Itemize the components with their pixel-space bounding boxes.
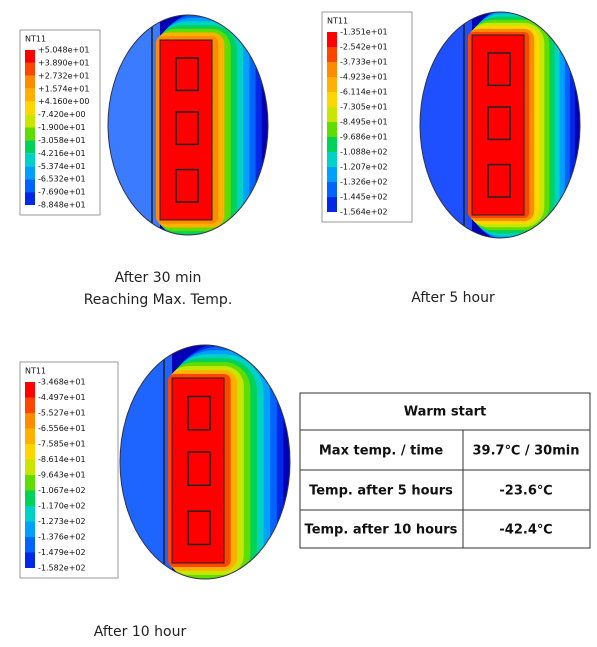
- legend-title: NT11: [327, 17, 348, 26]
- legend-label: -9.643e+01: [38, 471, 86, 480]
- legend-swatch: [25, 382, 35, 398]
- table-cell: Temp. after 10 hours: [305, 523, 458, 538]
- legend-label: +3.890e+01: [38, 58, 89, 67]
- legend-swatch: [25, 444, 35, 460]
- legend-label: -1.170e+02: [38, 502, 86, 511]
- legend-swatch: [25, 115, 35, 128]
- legend-label: -1.273e+02: [38, 517, 86, 526]
- legend-swatch: [25, 413, 35, 429]
- legend-label: +4.160e+00: [38, 97, 89, 106]
- legend-title: NT11: [25, 367, 46, 376]
- legend-swatch: [25, 553, 35, 569]
- legend-label: -8.848e+01: [38, 201, 86, 210]
- legend-swatch: [327, 197, 337, 212]
- legend-swatch: [25, 128, 35, 141]
- legend-label: +5.048e+01: [38, 46, 89, 55]
- legend-label: -3.733e+01: [340, 58, 388, 67]
- table-cell: 39.7℃ / 30min: [473, 444, 580, 459]
- legend-swatch: [25, 491, 35, 507]
- legend-swatch: [327, 77, 337, 92]
- legend-swatch: [25, 398, 35, 414]
- legend-swatch: [25, 475, 35, 491]
- legend-label: -1.582e+02: [38, 564, 86, 573]
- legend-swatch: [25, 63, 35, 76]
- legend-label: -5.527e+01: [38, 409, 86, 418]
- legend-swatch: [25, 460, 35, 476]
- legend-label: -1.376e+02: [38, 533, 86, 542]
- legend-swatch: [327, 182, 337, 197]
- legend-swatch: [25, 76, 35, 89]
- legend-swatch: [25, 537, 35, 553]
- legend-label: -6.532e+01: [38, 175, 86, 184]
- table-cell: -42.4℃: [499, 523, 552, 538]
- legend-label: -1.564e+02: [340, 208, 388, 217]
- legend-label: -1.900e+01: [38, 123, 86, 132]
- legend-label: -3.058e+01: [38, 136, 86, 145]
- legend-label: -3.468e+01: [38, 378, 86, 387]
- legend-swatch: [327, 107, 337, 122]
- legend-label: -1.207e+02: [340, 163, 388, 172]
- legend-label: -7.690e+01: [38, 188, 86, 197]
- legend-label: -4.923e+01: [340, 73, 388, 82]
- table-cell: -23.6℃: [499, 484, 552, 499]
- legend-label: -8.614e+01: [38, 455, 86, 464]
- table-title: Warm start: [404, 405, 486, 420]
- legend-label: -7.420e+00: [38, 110, 86, 119]
- legend-swatch: [25, 429, 35, 445]
- legend-label: -4.497e+01: [38, 393, 86, 402]
- caption: Reaching Max. Temp.: [84, 292, 233, 308]
- legend-swatch: [327, 47, 337, 62]
- legend-label: -1.445e+02: [340, 193, 388, 202]
- legend-label: -6.556e+01: [38, 424, 86, 433]
- legend-swatch: [327, 167, 337, 182]
- legend-swatch: [25, 89, 35, 102]
- legend-swatch: [25, 522, 35, 538]
- legend-label: -2.542e+01: [340, 43, 388, 52]
- legend-swatch: [327, 62, 337, 77]
- legend-swatch: [327, 137, 337, 152]
- legend-label: +1.574e+01: [38, 84, 89, 93]
- legend-swatch: [25, 153, 35, 166]
- legend-swatch: [25, 166, 35, 179]
- legend-swatch: [327, 32, 337, 47]
- legend-label: -8.495e+01: [340, 118, 388, 127]
- legend-label: -6.114e+01: [340, 88, 388, 97]
- legend-swatch: [25, 179, 35, 192]
- caption: After 30 min: [115, 270, 202, 286]
- hot-zone: [472, 35, 524, 215]
- hot-zone: [160, 40, 212, 220]
- legend-swatch: [327, 152, 337, 167]
- hot-zone: [172, 378, 224, 563]
- legend-title: NT11: [25, 35, 46, 44]
- legend-label: +2.732e+01: [38, 71, 89, 80]
- legend-swatch: [25, 506, 35, 522]
- legend-label: -5.374e+01: [38, 162, 86, 171]
- legend-label: -7.305e+01: [340, 103, 388, 112]
- legend-label: -1.067e+02: [38, 486, 86, 495]
- legend-label: -1.479e+02: [38, 548, 86, 557]
- legend-label: -1.088e+02: [340, 148, 388, 157]
- legend-label: -1.351e+01: [340, 28, 388, 37]
- legend-swatch: [327, 92, 337, 107]
- legend-swatch: [25, 50, 35, 63]
- contour-plot: [420, 1, 580, 248]
- legend-label: -1.326e+02: [340, 178, 388, 187]
- legend-swatch: [25, 140, 35, 153]
- legend-label: -9.686e+01: [340, 133, 388, 142]
- legend-swatch: [25, 102, 35, 115]
- legend-label: -4.216e+01: [38, 149, 86, 158]
- legend-swatch: [327, 122, 337, 137]
- legend-swatch: [25, 192, 35, 205]
- table-cell: Temp. after 5 hours: [309, 484, 453, 499]
- figure: Warm start Max temp. / time 39.7℃ / 30mi…: [0, 0, 597, 643]
- contour-plot: [108, 6, 268, 253]
- caption: After 10 hour: [94, 624, 187, 640]
- legend-label: -7.585e+01: [38, 440, 86, 449]
- table-cell: Max temp. / time: [319, 444, 443, 459]
- caption: After 5 hour: [411, 290, 495, 306]
